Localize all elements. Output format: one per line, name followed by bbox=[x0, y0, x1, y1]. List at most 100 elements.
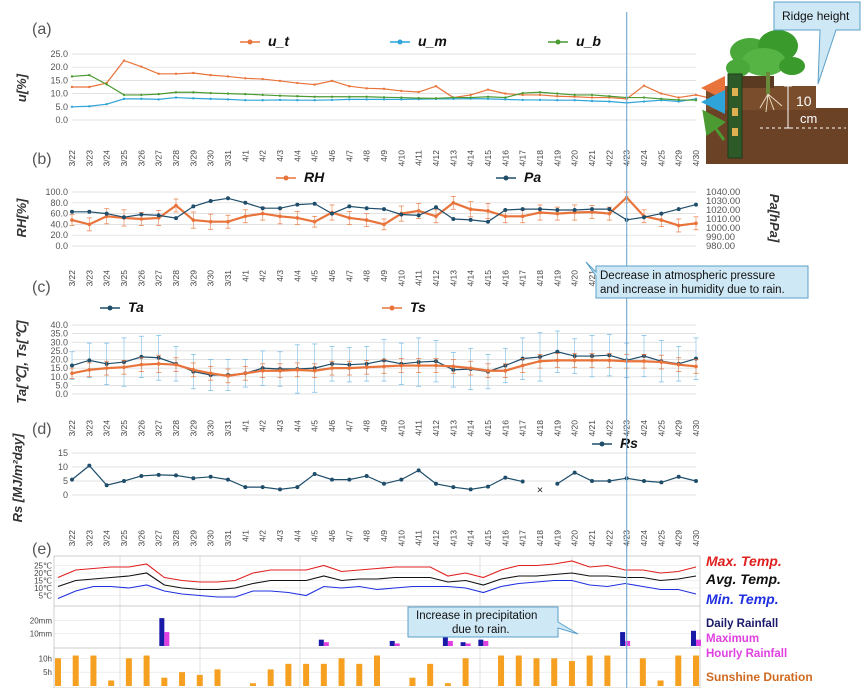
c-ts-point bbox=[330, 366, 334, 370]
e-max-rain-bar bbox=[164, 632, 170, 646]
a-ub-point bbox=[140, 93, 143, 97]
d-x-tick-label: 4/24 bbox=[639, 530, 649, 547]
b-x-tick-label: 4/16 bbox=[500, 270, 510, 287]
a-ub-point bbox=[538, 91, 542, 94]
a-ub-point bbox=[244, 92, 247, 96]
temperature-chart: 0.05.010.015.020.025.030.035.040.0 3/22 3/… bbox=[14, 299, 701, 437]
a-ub-point bbox=[504, 96, 507, 99]
a-ut-point bbox=[504, 92, 507, 95]
panel-label-a: (a) bbox=[32, 21, 52, 38]
a-x-tick-label: 4/11 bbox=[414, 150, 424, 166]
e-daily-rain-bar bbox=[620, 632, 626, 646]
e-max-rain-bar bbox=[447, 640, 453, 646]
a-um-point bbox=[192, 97, 195, 100]
d-x-tick-label: 4/3 bbox=[275, 530, 285, 542]
e-sunshine-bar bbox=[90, 655, 97, 686]
a-x-tick-label: 4/10 bbox=[396, 150, 406, 167]
d-tick-label: 15 bbox=[58, 448, 68, 458]
d-x-tick-label: 4/5 bbox=[310, 530, 320, 542]
a-ut-point bbox=[174, 72, 178, 76]
a-um-point bbox=[573, 99, 576, 102]
d-x-tick-label: 4/15 bbox=[483, 530, 493, 547]
d-x-tick-label: 3/26 bbox=[136, 530, 146, 547]
b-y-axis-title: RH[%] bbox=[14, 198, 29, 238]
a-ub-point bbox=[590, 93, 594, 97]
c-ts-point bbox=[70, 371, 74, 376]
d-rs-point bbox=[87, 463, 92, 468]
e-sun-tick-label: 10h bbox=[39, 654, 52, 663]
c-tick-label: 5.0 bbox=[55, 380, 68, 390]
d-rs-point bbox=[416, 468, 421, 473]
c-tick-label: 0.0 bbox=[55, 389, 68, 399]
b-pa-point bbox=[434, 205, 438, 210]
b-pa-point bbox=[278, 206, 282, 211]
c-x-tick-label: 3/28 bbox=[171, 420, 181, 437]
c-x-tick-label: 4/25 bbox=[656, 420, 666, 437]
d-rs-point bbox=[260, 485, 265, 490]
a-ub-point bbox=[88, 73, 91, 77]
a-um-point bbox=[122, 97, 126, 101]
d-x-tick-label: 4/6 bbox=[327, 530, 337, 542]
d-x-tick-label: 4/12 bbox=[431, 530, 441, 547]
precip-note-line1: Increase in precipitation bbox=[416, 610, 537, 622]
a-um-point bbox=[538, 98, 542, 102]
a-ut-legend-label: u_t bbox=[268, 33, 290, 49]
d-x-tick-label: 4/22 bbox=[604, 530, 614, 547]
e-sunshine-bar bbox=[214, 669, 221, 686]
b-tick-label: 0.0 bbox=[55, 241, 68, 251]
a-ut-point bbox=[573, 95, 576, 98]
panel-label-b: (b) bbox=[32, 151, 52, 168]
e-temp-tick-label: 5℃ bbox=[39, 592, 52, 601]
c-ts-point bbox=[191, 368, 196, 372]
c-ts-point bbox=[174, 362, 178, 367]
c-ts-point bbox=[555, 358, 560, 363]
a-x-tick-label: 3/29 bbox=[188, 150, 198, 167]
e-max-rain-bar bbox=[465, 643, 471, 646]
b-pa-point bbox=[451, 217, 456, 221]
d-x-tick-label: 4/13 bbox=[448, 530, 458, 547]
c-ta-point bbox=[555, 349, 560, 354]
b-x-tick-label: 4/9 bbox=[379, 270, 389, 282]
d-rs-point bbox=[520, 479, 525, 484]
a-x-tick-label: 3/26 bbox=[136, 150, 146, 167]
e-daily-rain-bar bbox=[691, 630, 696, 646]
c-tick-label: 40.0 bbox=[50, 320, 68, 330]
c-x-tick-label: 4/2 bbox=[258, 420, 268, 432]
b-rh-point bbox=[208, 219, 213, 224]
b-rh-point bbox=[191, 218, 196, 222]
a-um-point bbox=[608, 100, 611, 103]
c-ts-legend-marker bbox=[389, 305, 395, 311]
b-rh-point bbox=[503, 214, 508, 219]
e-temp-tick-label: 20℃ bbox=[34, 569, 52, 578]
c-tick-label: 20.0 bbox=[50, 355, 68, 365]
b-pa-point bbox=[174, 216, 178, 221]
a-x-tick-label: 4/3 bbox=[275, 150, 285, 162]
d-rs-point bbox=[243, 485, 248, 490]
e-sunshine-bar bbox=[604, 655, 611, 686]
e-temp-tick-label: 25℃ bbox=[34, 562, 52, 571]
a-ut-point bbox=[140, 65, 143, 68]
b-tick-label: 80.0 bbox=[50, 198, 68, 208]
a-x-tick-label: 3/27 bbox=[154, 150, 164, 167]
d-rs-point bbox=[486, 484, 490, 489]
b-x-tick-label: 3/31 bbox=[223, 270, 233, 287]
e-sunshine-bar bbox=[267, 669, 274, 686]
a-ub-legend-label: u_b bbox=[576, 33, 601, 49]
a-x-tick-label: 4/24 bbox=[639, 150, 649, 167]
b-pa-point bbox=[330, 211, 334, 216]
a-um-point bbox=[278, 98, 282, 102]
d-x-tick-label: 4/9 bbox=[379, 530, 389, 542]
a-tick-label: 10.0 bbox=[50, 89, 68, 99]
c-ts-point bbox=[642, 359, 646, 364]
d-rs-point bbox=[208, 474, 213, 479]
a-ub-point bbox=[296, 95, 299, 98]
d-x-tick-label: 4/1 bbox=[240, 530, 250, 542]
b-rh-legend-label: RH bbox=[304, 169, 325, 185]
d-rs-point bbox=[503, 475, 508, 480]
c-x-tick-label: 4/5 bbox=[310, 420, 320, 432]
c-ts-point bbox=[312, 368, 317, 373]
c-x-tick-label: 4/8 bbox=[362, 420, 372, 432]
a-ub-point bbox=[677, 98, 680, 102]
a-ub-point bbox=[521, 91, 524, 95]
b-pa-point bbox=[607, 207, 612, 212]
